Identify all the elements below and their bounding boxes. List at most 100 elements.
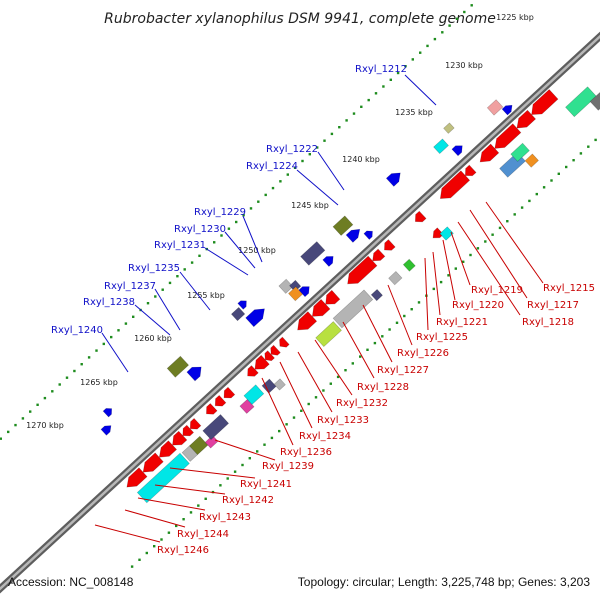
gene-cds-reverse[interactable] — [172, 430, 188, 446]
gene-label-rxyl-1234[interactable]: Rxyl_1234 — [299, 431, 351, 442]
gene-cds[interactable] — [439, 226, 454, 241]
gene-cds-reverse[interactable] — [223, 386, 236, 399]
gene-cds-reverse[interactable] — [270, 344, 281, 356]
gene-cds-reverse[interactable] — [142, 452, 164, 473]
gene-rxyl-1225[interactable] — [261, 378, 277, 394]
gene-cds-reverse[interactable] — [384, 239, 396, 251]
gene-label-rxyl-1231[interactable]: Rxyl_1231 — [154, 240, 206, 251]
gene-cds[interactable] — [501, 104, 513, 116]
gene-rxyl-1228[interactable] — [332, 289, 374, 329]
gene-label-rxyl-1221[interactable]: Rxyl_1221 — [436, 317, 488, 328]
gene-cds[interactable] — [298, 286, 310, 298]
gene-cds-reverse[interactable] — [126, 467, 148, 488]
gene-cds-reverse[interactable] — [414, 210, 427, 223]
inner-ruler-dot — [167, 531, 171, 534]
gene-label-rxyl-1237[interactable]: Rxyl_1237 — [104, 281, 156, 292]
gene-cds-reverse[interactable] — [182, 424, 195, 437]
gene-cds-reverse[interactable] — [372, 248, 386, 262]
gene-label-rxyl-1215[interactable]: Rxyl_1215 — [543, 283, 595, 294]
gene-cds[interactable] — [322, 256, 334, 267]
gene-rxyl-1236[interactable] — [402, 258, 416, 272]
gene-cds[interactable] — [102, 408, 113, 418]
gene-cds-reverse[interactable] — [531, 89, 559, 115]
gene-rxyl-1222[interactable] — [230, 306, 246, 322]
inner-ruler-dot — [233, 470, 237, 473]
gene-cds[interactable] — [186, 366, 202, 382]
gene-rxyl-1235[interactable] — [300, 241, 326, 266]
ruler-dot — [382, 85, 385, 88]
gene-cds[interactable] — [237, 300, 247, 310]
gene-label-rxyl-1224[interactable]: Rxyl_1224 — [246, 161, 298, 172]
gene-rxyl-1221[interactable] — [243, 384, 265, 405]
gene-label-rxyl-1217[interactable]: Rxyl_1217 — [527, 300, 579, 311]
gene-rxyl-1240[interactable] — [385, 172, 401, 187]
gene-label-rxyl-1219[interactable]: Rxyl_1219 — [471, 285, 523, 296]
ruler-dot — [463, 10, 466, 14]
gene-cds[interactable] — [443, 122, 455, 134]
gene-label-rxyl-1242[interactable]: Rxyl_1242 — [222, 495, 274, 506]
gene-label-rxyl-1212[interactable]: Rxyl_1212 — [355, 64, 407, 75]
gene-cds-reverse[interactable] — [214, 394, 227, 407]
gene-cds[interactable] — [273, 378, 286, 391]
gene-label-rxyl-1233[interactable]: Rxyl_1233 — [317, 415, 369, 426]
gene-label-rxyl-1222[interactable]: Rxyl_1222 — [266, 144, 318, 155]
gene-cds[interactable] — [245, 308, 265, 328]
gene-label-rxyl-1227[interactable]: Rxyl_1227 — [377, 365, 429, 376]
gene-cds-reverse[interactable] — [189, 417, 202, 430]
gene-label-rxyl-1226[interactable]: Rxyl_1226 — [397, 348, 449, 359]
gene-rxyl-1212[interactable] — [166, 355, 190, 378]
gene-rxyl-1220[interactable] — [239, 398, 255, 414]
gene-cds[interactable] — [100, 425, 112, 436]
gene-rxyl-1238[interactable] — [332, 215, 354, 236]
inner-ruler-dot — [439, 280, 443, 284]
gene-label-rxyl-1246[interactable]: Rxyl_1246 — [157, 545, 209, 556]
gene-cds[interactable] — [451, 145, 463, 157]
gene-label-rxyl-1238[interactable]: Rxyl_1238 — [83, 297, 135, 308]
gene-cds-reverse[interactable] — [297, 311, 318, 331]
gene-rxyl-1226[interactable] — [315, 321, 342, 348]
gene-label-rxyl-1241[interactable]: Rxyl_1241 — [240, 479, 292, 490]
gene-cds-reverse[interactable] — [264, 350, 275, 362]
inner-ruler-dot — [300, 409, 303, 412]
leader-rxyl-1243 — [137, 497, 206, 511]
gene-cds-reverse[interactable] — [311, 298, 331, 317]
gene-cds-reverse[interactable] — [516, 109, 537, 129]
gene-label-rxyl-1230[interactable]: Rxyl_1230 — [174, 224, 226, 235]
gene-cds-reverse[interactable] — [206, 403, 218, 415]
gene-cds[interactable] — [589, 85, 600, 111]
gene-label-rxyl-1228[interactable]: Rxyl_1228 — [357, 382, 409, 393]
gene-label-rxyl-1240[interactable]: Rxyl_1240 — [51, 325, 103, 336]
gene-cds-reverse[interactable] — [347, 255, 378, 285]
gene-cds[interactable] — [433, 138, 449, 155]
gene-cds[interactable] — [486, 99, 504, 116]
gene-label-rxyl-1235[interactable]: Rxyl_1235 — [128, 263, 180, 274]
gene-rxyl-1231[interactable] — [288, 286, 304, 302]
gene-cds[interactable] — [370, 288, 383, 302]
gene-label-rxyl-1229[interactable]: Rxyl_1229 — [194, 207, 246, 218]
gene-rxyl-1219[interactable] — [202, 414, 230, 441]
gene-label-rxyl-1236[interactable]: Rxyl_1236 — [280, 447, 332, 458]
gene-label-rxyl-1220[interactable]: Rxyl_1220 — [452, 300, 504, 311]
ruler-dot — [345, 119, 348, 122]
gene-cds-reverse[interactable] — [247, 365, 259, 377]
gene-cds[interactable] — [345, 228, 361, 243]
gene-rxyl-1242[interactable] — [510, 142, 530, 162]
gene-label-rxyl-1232[interactable]: Rxyl_1232 — [336, 398, 388, 409]
gene-label-rxyl-1244[interactable]: Rxyl_1244 — [177, 529, 229, 540]
gene-label-rxyl-1218[interactable]: Rxyl_1218 — [522, 317, 574, 328]
gene-cds-reverse[interactable] — [479, 143, 500, 163]
gene-cds[interactable] — [363, 230, 373, 240]
tick-label-1230: 1230 kbp — [445, 61, 483, 70]
gene-rxyl-1233[interactable] — [388, 270, 403, 286]
gene-cds-reverse[interactable] — [279, 336, 290, 348]
gene-rxyl-1239[interactable] — [432, 227, 444, 239]
gene-cds-reverse[interactable] — [325, 289, 341, 305]
gene-rxyl-1244[interactable] — [524, 153, 539, 168]
gene-label-rxyl-1239[interactable]: Rxyl_1239 — [262, 461, 314, 472]
gene-cds-reverse[interactable] — [494, 123, 522, 149]
gene-label-rxyl-1225[interactable]: Rxyl_1225 — [416, 332, 468, 343]
gene-label-rxyl-1243[interactable]: Rxyl_1243 — [199, 512, 251, 523]
inner-ruler-dot — [366, 348, 369, 351]
gene-cds-reverse[interactable] — [439, 170, 471, 199]
gene-cds-reverse[interactable] — [464, 164, 477, 177]
